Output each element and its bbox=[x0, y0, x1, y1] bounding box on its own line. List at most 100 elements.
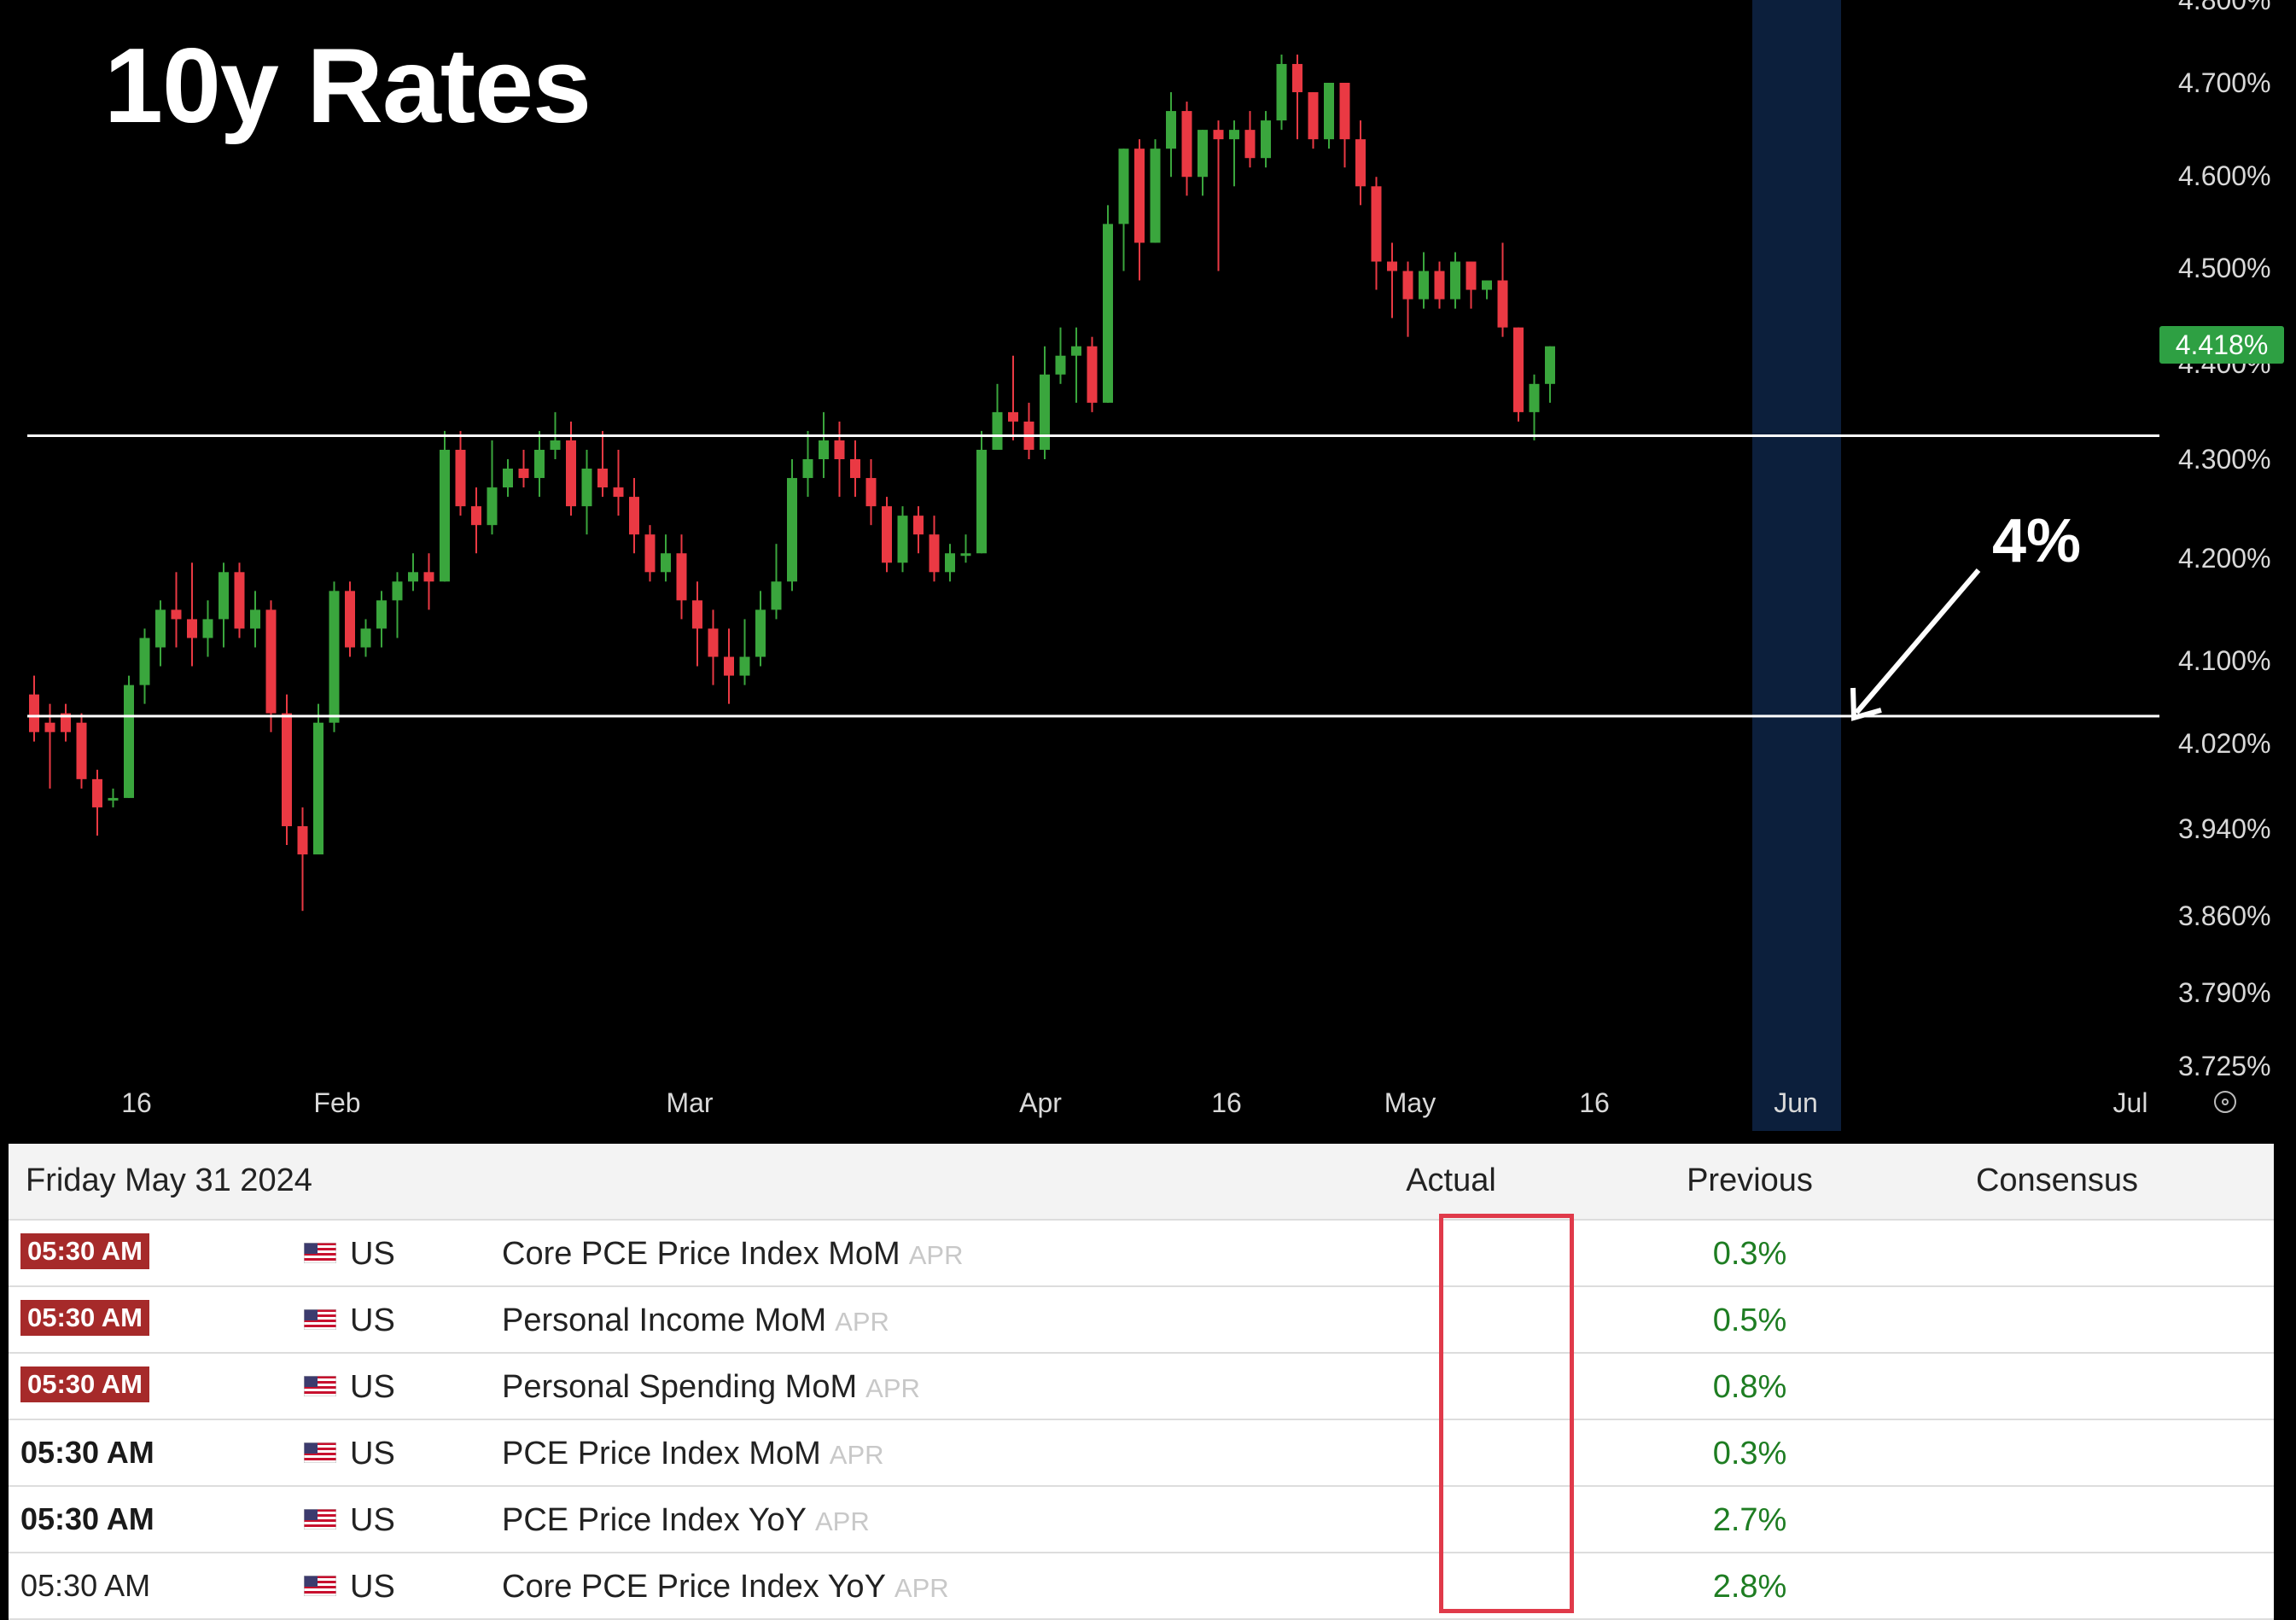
candle bbox=[1276, 54, 1287, 131]
event-period: APR bbox=[835, 1307, 889, 1337]
candle-body bbox=[202, 619, 213, 638]
candle bbox=[124, 675, 134, 798]
candle-body bbox=[1466, 261, 1477, 290]
event-name[interactable]: PCE Price Index MoM APR bbox=[502, 1436, 884, 1471]
candle-body bbox=[1355, 139, 1366, 187]
candle bbox=[360, 619, 371, 657]
candle-body bbox=[471, 506, 481, 526]
candle-body bbox=[503, 469, 513, 488]
candle-body bbox=[234, 572, 245, 629]
candle bbox=[676, 534, 687, 620]
calendar-rows: 05:30 AM US Core PCE Price Index MoM APR 0.3… bbox=[9, 1221, 2274, 1620]
candle bbox=[313, 703, 323, 855]
table-row[interactable]: 05:30 AM US Personal Income MoM APR 0.5% bbox=[9, 1287, 2274, 1354]
candle-body bbox=[1055, 355, 1066, 375]
candle bbox=[518, 449, 529, 488]
candle bbox=[1482, 280, 1492, 300]
candle bbox=[1055, 327, 1066, 384]
candle bbox=[1198, 130, 1208, 196]
table-row[interactable]: 05:30 AM US PCE Price Index YoY APR 2.7% bbox=[9, 1487, 2274, 1553]
candle-body bbox=[518, 469, 529, 479]
candle bbox=[1150, 139, 1161, 243]
candle bbox=[297, 807, 308, 912]
event-name[interactable]: Core PCE Price Index MoM APR bbox=[502, 1236, 964, 1272]
candle-body bbox=[376, 600, 387, 629]
y-tick-label: 4.200% bbox=[2178, 543, 2271, 574]
candle-body bbox=[1103, 224, 1113, 403]
candle-body bbox=[850, 459, 860, 479]
candle bbox=[992, 383, 1003, 450]
candle-body bbox=[739, 656, 750, 676]
us-flag-icon bbox=[303, 1242, 337, 1264]
candle-body bbox=[155, 609, 166, 648]
column-header-consensus[interactable]: Consensus bbox=[1975, 1163, 2139, 1198]
candle-body bbox=[550, 440, 561, 450]
x-tick-label: Jun bbox=[1774, 1087, 1818, 1118]
annotation-label: 4% bbox=[1992, 507, 2081, 575]
candle-body bbox=[1198, 130, 1208, 178]
candle bbox=[187, 562, 197, 667]
candle-body bbox=[1387, 261, 1397, 271]
table-row[interactable]: 05:30 AM US Core PCE Price Index YoY APR 2.8… bbox=[9, 1553, 2274, 1620]
event-name[interactable]: Core PCE Price Index YoY APR bbox=[502, 1569, 949, 1605]
candle-body bbox=[297, 825, 308, 855]
column-header-previous[interactable]: Previous bbox=[1687, 1163, 1813, 1198]
table-row[interactable]: 05:30 AM US PCE Price Index MoM APR 0.3% bbox=[9, 1420, 2274, 1487]
candle-body bbox=[265, 609, 277, 714]
candle-body bbox=[865, 478, 877, 507]
event-time: 05:30 AM bbox=[20, 1568, 151, 1603]
previous-value: 0.3% bbox=[1712, 1236, 1787, 1272]
candle bbox=[440, 430, 450, 582]
actual-column-highlight bbox=[1439, 1214, 1574, 1613]
country-code: US bbox=[350, 1436, 395, 1471]
candle-body bbox=[676, 553, 687, 601]
candle-body bbox=[1545, 346, 1555, 384]
candle-body bbox=[423, 572, 434, 582]
candle bbox=[644, 525, 656, 582]
candle-body bbox=[724, 656, 734, 676]
candle bbox=[1339, 83, 1350, 168]
candle-body bbox=[945, 553, 955, 573]
candle bbox=[155, 600, 166, 667]
candle-body bbox=[1166, 111, 1176, 149]
event-name[interactable]: Personal Spending MoM APR bbox=[502, 1369, 920, 1405]
candle bbox=[1023, 402, 1034, 459]
table-row[interactable]: 05:30 AM US Personal Spending MoM APR 0.8% bbox=[9, 1354, 2274, 1420]
event-name[interactable]: PCE Price Index YoY APR bbox=[502, 1502, 870, 1538]
candle-body bbox=[124, 685, 134, 798]
event-period: APR bbox=[815, 1506, 870, 1536]
calendar-header: Friday May 31 2024 Actual Previous Conse… bbox=[9, 1144, 2274, 1221]
event-name[interactable]: Personal Income MoM APR bbox=[502, 1302, 889, 1338]
candle bbox=[139, 628, 150, 704]
candle bbox=[1387, 242, 1397, 318]
candle bbox=[1466, 261, 1477, 309]
candle bbox=[929, 516, 940, 582]
chart-panel: 4.800% 4.700% 4.600% 4.500% 4.400% 4.300% 4.20… bbox=[27, 0, 2284, 1131]
candle bbox=[29, 675, 39, 742]
candle bbox=[171, 572, 182, 648]
candle bbox=[1040, 346, 1050, 459]
candle bbox=[329, 581, 340, 732]
settings-icon[interactable] bbox=[2214, 1091, 2236, 1113]
y-tick-label: 3.725% bbox=[2178, 1051, 2271, 1081]
candle bbox=[471, 487, 481, 554]
candle-body bbox=[1308, 92, 1319, 140]
candle-body bbox=[1513, 327, 1524, 412]
candle-body bbox=[913, 516, 924, 535]
column-header-actual[interactable]: Actual bbox=[1406, 1163, 1496, 1198]
candle-body bbox=[1497, 280, 1508, 328]
candle bbox=[755, 591, 766, 667]
candle-body bbox=[834, 440, 845, 459]
event-period: APR bbox=[865, 1373, 920, 1403]
candle-body bbox=[92, 778, 102, 807]
table-row[interactable]: 05:30 AM US Core PCE Price Index MoM APR 0.3… bbox=[9, 1221, 2274, 1287]
candle bbox=[1529, 374, 1540, 440]
annotation-arrow bbox=[1854, 568, 1981, 714]
candle-body bbox=[1008, 411, 1018, 422]
x-tick-label: 16 bbox=[121, 1087, 152, 1118]
candle-body bbox=[1529, 383, 1540, 412]
candle-body bbox=[661, 553, 671, 573]
calendar-date: Friday May 31 2024 bbox=[26, 1163, 312, 1198]
candle-body bbox=[1450, 261, 1460, 300]
candle bbox=[92, 769, 102, 836]
